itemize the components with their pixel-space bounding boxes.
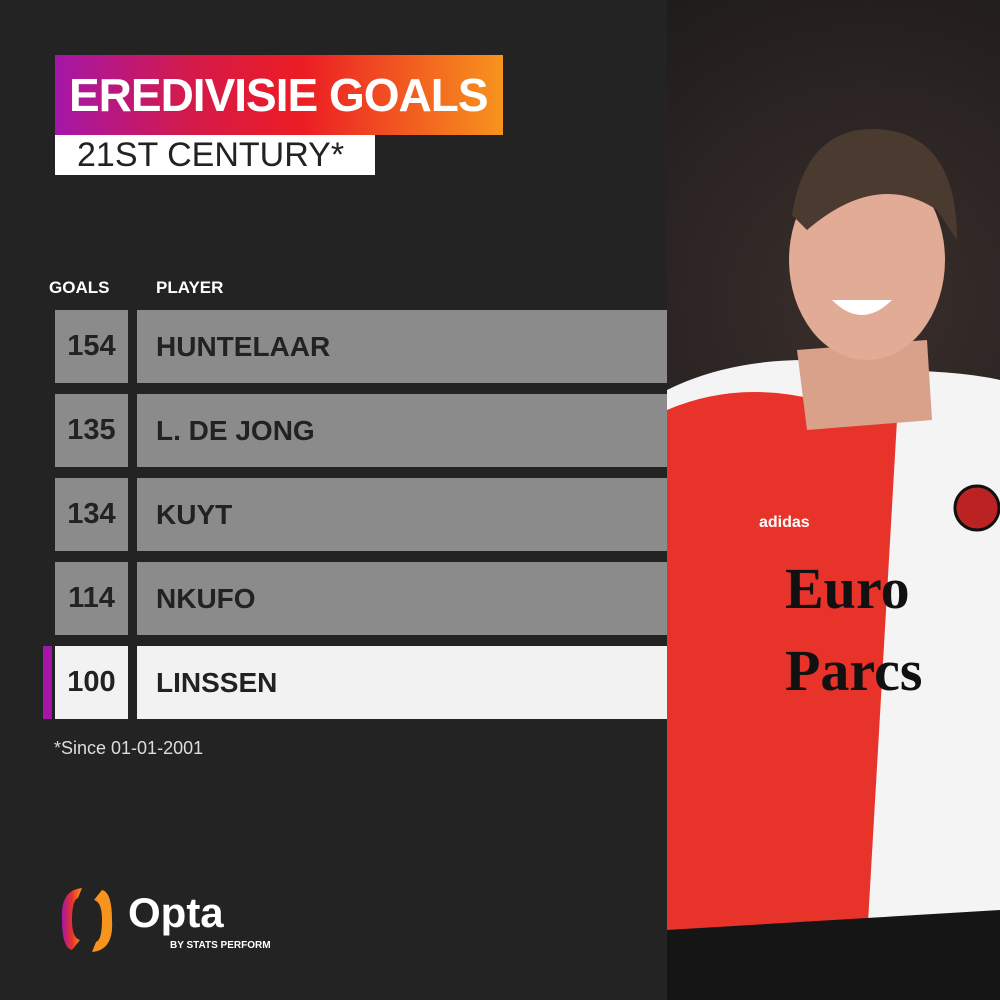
goals-cell: 134: [55, 478, 128, 551]
subtitle-banner: 21ST CENTURY*: [55, 135, 375, 175]
title-banner: EREDIVISIE GOALS: [55, 55, 503, 135]
player-cell: HUNTELAAR: [137, 310, 667, 383]
table-row: 114 NKUFO: [55, 562, 667, 635]
player-cell: L. DE JONG: [137, 394, 667, 467]
table-row: 135 L. DE JONG: [55, 394, 667, 467]
opta-logo-icon: [61, 888, 113, 952]
kit-brand-logo: adidas: [759, 514, 810, 531]
player-header: PLAYER: [156, 278, 224, 297]
goals-cell: 114: [55, 562, 128, 635]
player-photo: adidas Euro Parcs: [667, 0, 1000, 1000]
footnote: *Since 01-01-2001: [54, 738, 204, 758]
player-cell: LINSSEN: [137, 646, 667, 719]
title: EREDIVISIE GOALS: [69, 69, 489, 121]
table-row: 154 HUNTELAAR: [55, 310, 667, 383]
goals-header: GOALS: [49, 278, 110, 297]
brand-name: Opta: [128, 889, 224, 936]
player-cell: NKUFO: [137, 562, 667, 635]
goals-cell: 135: [55, 394, 128, 467]
table-row-highlighted: 100 LINSSEN: [43, 646, 667, 719]
table-row: 134 KUYT: [55, 478, 667, 551]
shirt-sponsor-line-1: Euro: [785, 556, 910, 621]
brand-tagline: BY STATS PERFORM: [170, 940, 271, 951]
player-cell: KUYT: [137, 478, 667, 551]
goals-cell: 154: [55, 310, 128, 383]
subtitle: 21ST CENTURY*: [77, 136, 345, 174]
goals-cell: 100: [55, 646, 128, 719]
highlight-marker: [43, 646, 52, 719]
club-crest-icon: [953, 484, 1000, 532]
shirt-sponsor-line-2: Parcs: [785, 638, 922, 703]
